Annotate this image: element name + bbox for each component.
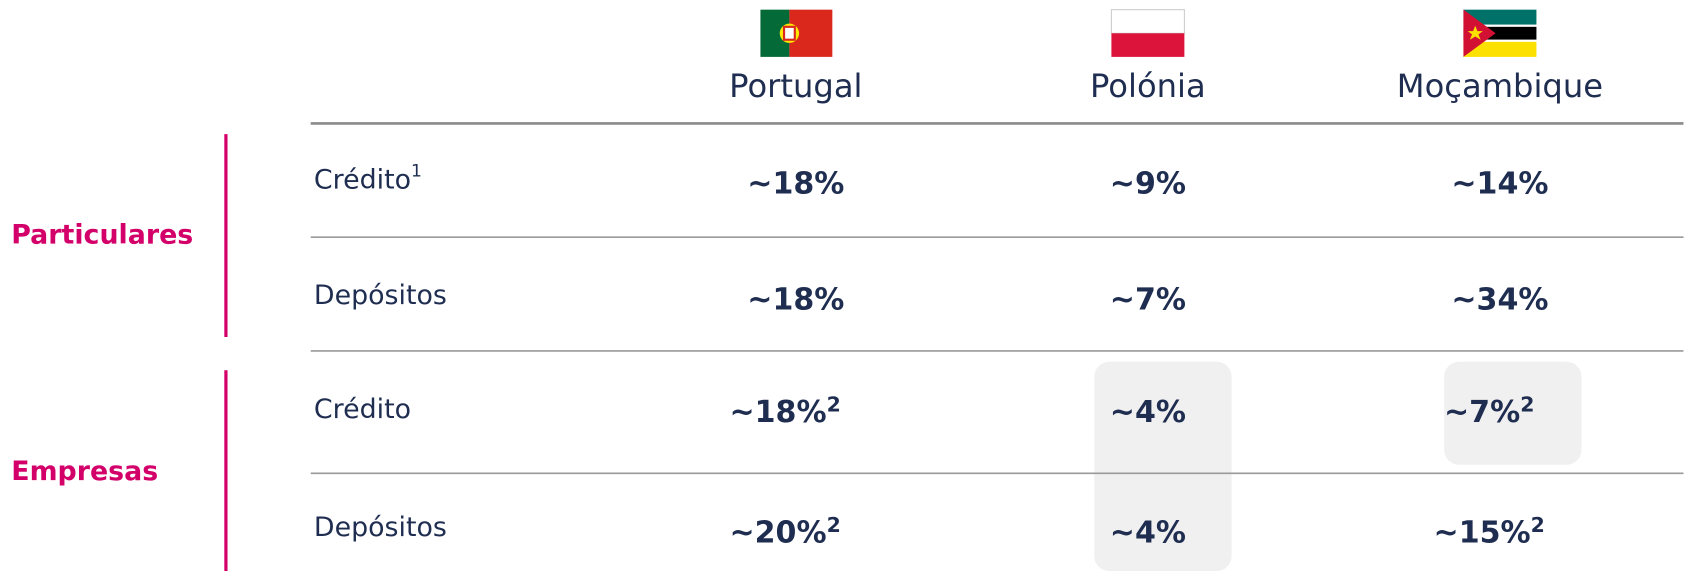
flag-mozambique (1463, 9, 1537, 57)
flag-portugal (760, 9, 833, 57)
cell-value: ~7%2 (1444, 393, 1534, 430)
row-label: Crédito1 (314, 162, 422, 195)
footnote-mark: 2 (1520, 393, 1534, 417)
cell-text: ~18% (747, 166, 844, 201)
highlight (1094, 361, 1232, 571)
cell-text: ~34% (1451, 282, 1548, 317)
group-label: Particulares (11, 220, 193, 251)
cell-value: ~18% (747, 282, 844, 317)
cell-value: ~18%2 (729, 393, 840, 430)
row-label-text: Depósitos (314, 280, 447, 311)
cell-value: ~18% (747, 166, 844, 201)
cell-text: ~20% (729, 515, 826, 550)
cell-value: ~15%2 (1434, 513, 1545, 550)
cell-value: ~9% (1110, 166, 1186, 201)
cell-text: ~7% (1444, 395, 1520, 430)
cell-text: ~7% (1110, 282, 1186, 317)
footnote-mark: 2 (1531, 513, 1545, 537)
row-label: Depósitos (314, 280, 447, 311)
cell-value: ~20%2 (729, 513, 840, 550)
cell-value: ~4% (1110, 515, 1186, 550)
column-header: Polónia (1090, 67, 1206, 105)
footnote-mark: 2 (827, 393, 841, 417)
cell-value: ~4% (1110, 395, 1186, 430)
footnote-mark: 1 (411, 162, 422, 182)
footnote-mark: 2 (827, 513, 841, 537)
cell-text: ~4% (1110, 395, 1186, 430)
row-label: Depósitos (314, 512, 447, 543)
group-label: Empresas (11, 456, 158, 487)
cell-text: ~4% (1110, 515, 1186, 550)
cell-text: ~18% (729, 395, 826, 430)
highlight (1444, 361, 1582, 465)
cell-text: ~9% (1110, 166, 1186, 201)
column-header: Moçambique (1397, 67, 1603, 105)
cell-text: ~15% (1434, 515, 1531, 550)
row-label: Crédito (314, 394, 411, 425)
row-label-text: Crédito (314, 164, 411, 195)
cell-value: ~14% (1451, 166, 1548, 201)
row-label-text: Crédito (314, 394, 411, 425)
cell-value: ~34% (1451, 282, 1548, 317)
row-label-text: Depósitos (314, 512, 447, 543)
column-header: Portugal (729, 67, 862, 105)
cell-text: ~14% (1451, 166, 1548, 201)
cell-value: ~7% (1110, 282, 1186, 317)
cell-text: ~18% (747, 282, 844, 317)
flag-poland (1110, 9, 1185, 57)
